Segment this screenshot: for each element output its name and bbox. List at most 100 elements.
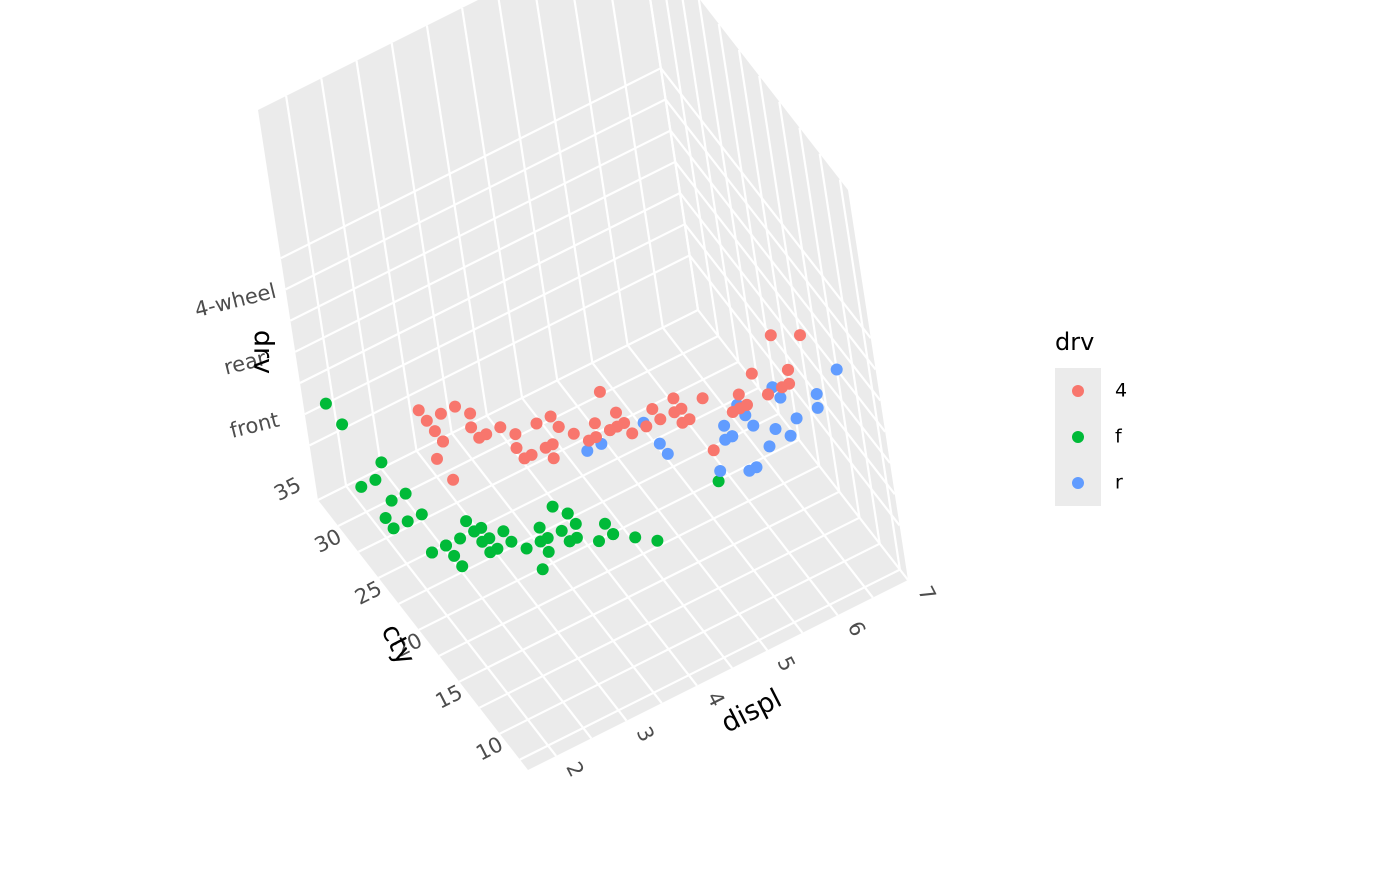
data-point-f <box>387 522 400 535</box>
data-point-r <box>774 391 787 404</box>
data-point-4 <box>582 434 595 447</box>
side-wall-grid-line <box>659 67 872 339</box>
data-point-f <box>497 525 510 538</box>
data-point-4 <box>428 425 441 438</box>
data-point-4 <box>447 473 460 486</box>
data-point-f <box>440 539 452 552</box>
data-point-f <box>561 507 574 520</box>
data-point-4 <box>449 400 461 413</box>
data-point-4 <box>667 392 680 405</box>
back-wall-grid-line <box>355 60 418 451</box>
side-wall-grid-line <box>798 127 861 518</box>
floor-grid-line <box>697 309 909 581</box>
side-wall-grid-line <box>758 75 821 466</box>
data-point-f <box>546 500 559 513</box>
data-point-4 <box>434 407 447 420</box>
data-point-4 <box>420 414 433 427</box>
data-point-f <box>385 494 398 507</box>
data-point-f <box>454 532 467 545</box>
side-wall-panel <box>650 0 908 580</box>
back-wall-grid-line <box>299 192 681 384</box>
data-point-4 <box>676 416 689 429</box>
data-point-r <box>747 419 760 432</box>
y-tick-label: 25 <box>351 576 386 610</box>
data-point-f <box>319 397 332 410</box>
data-point-4 <box>610 406 622 419</box>
data-point-4 <box>539 441 552 454</box>
data-point-4 <box>464 407 477 420</box>
floor-grid-line <box>499 542 881 735</box>
data-point-f <box>555 524 568 537</box>
data-point-4 <box>794 329 806 342</box>
data-point-4 <box>745 367 758 380</box>
back-wall-grid-line <box>280 67 662 260</box>
data-point-4 <box>544 410 557 423</box>
side-wall-grid-line <box>669 129 882 402</box>
data-point-f <box>520 542 533 555</box>
back-wall-grid-line <box>294 160 676 353</box>
data-point-4 <box>764 329 777 342</box>
data-point-4 <box>465 421 478 434</box>
data-point-f <box>468 525 481 538</box>
data-point-f <box>536 563 549 576</box>
data-point-f <box>533 521 546 534</box>
data-point-4 <box>510 442 523 454</box>
data-point-f <box>484 546 497 559</box>
side-wall-grid-line <box>778 101 841 492</box>
data-point-4 <box>518 452 531 465</box>
data-point-4 <box>552 420 565 433</box>
side-wall-grid-line <box>665 0 720 337</box>
y-tick-label: 35 <box>270 472 305 506</box>
data-point-f <box>542 545 555 558</box>
data-point-4 <box>530 417 543 430</box>
data-point-r <box>769 423 782 435</box>
data-point-4 <box>640 420 653 433</box>
legend-label-f: f <box>1115 426 1123 448</box>
z-axis-title: drv <box>248 330 279 374</box>
data-point-f <box>456 560 469 573</box>
x-tick-label: 5 <box>772 653 799 676</box>
data-point-f <box>336 418 349 431</box>
data-point-4 <box>782 363 794 376</box>
data-point-4 <box>431 452 443 465</box>
y-tick-label: 15 <box>432 680 467 714</box>
back-wall-grid-line <box>535 0 594 363</box>
back-wall-grid-line <box>289 129 671 322</box>
side-wall-grid-line <box>818 153 881 544</box>
data-point-4 <box>547 452 560 465</box>
data-point-f <box>401 515 414 528</box>
side-wall-grid-line <box>838 179 901 570</box>
data-point-f <box>369 473 382 486</box>
data-point-r <box>743 464 756 477</box>
data-point-4 <box>726 406 739 418</box>
back-wall-grid-line <box>425 25 488 416</box>
data-point-4 <box>588 417 601 430</box>
data-point-4 <box>626 427 639 440</box>
side-wall-grid-line <box>683 223 896 495</box>
data-point-4 <box>473 431 486 444</box>
data-point-4 <box>654 413 667 426</box>
side-wall-grid-line <box>664 98 877 371</box>
z-tick-label: front <box>227 408 281 443</box>
back-wall-grid-line <box>573 0 629 346</box>
data-point-r <box>714 465 727 477</box>
data-point-f <box>460 515 473 528</box>
x-tick-label: 7 <box>913 582 940 605</box>
data-point-4 <box>696 392 709 405</box>
back-wall-grid-line <box>285 98 667 291</box>
floor-grid-line <box>661 326 874 599</box>
side-wall-grid-line <box>649 0 700 311</box>
y-tick-label: 30 <box>311 524 346 558</box>
data-point-f <box>476 535 489 548</box>
data-point-f <box>534 535 547 548</box>
data-point-4 <box>604 424 616 437</box>
data-point-4 <box>509 428 522 441</box>
data-point-f <box>415 508 428 521</box>
legend-key-4 <box>1072 385 1084 397</box>
floor-grid-line <box>626 344 839 616</box>
data-point-r <box>719 433 732 446</box>
data-point-r <box>790 412 803 425</box>
data-point-4 <box>646 403 659 415</box>
